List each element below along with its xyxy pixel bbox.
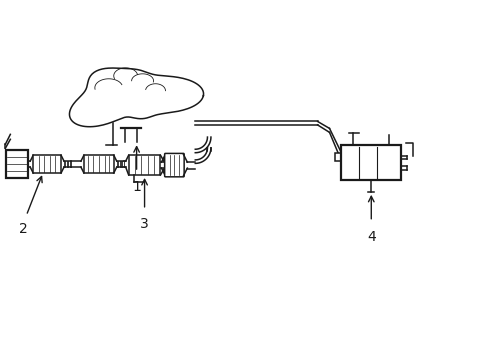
Text: 1: 1: [132, 180, 141, 194]
FancyBboxPatch shape: [165, 153, 184, 177]
Bar: [6, 150, 28, 178]
Bar: [336, 153, 342, 161]
Bar: [342, 145, 401, 180]
Text: 4: 4: [367, 230, 376, 244]
Text: 3: 3: [140, 217, 149, 231]
Bar: [33, 155, 61, 173]
Text: 2: 2: [19, 222, 27, 236]
Bar: [129, 155, 161, 175]
Bar: [84, 155, 114, 173]
Polygon shape: [70, 68, 203, 127]
